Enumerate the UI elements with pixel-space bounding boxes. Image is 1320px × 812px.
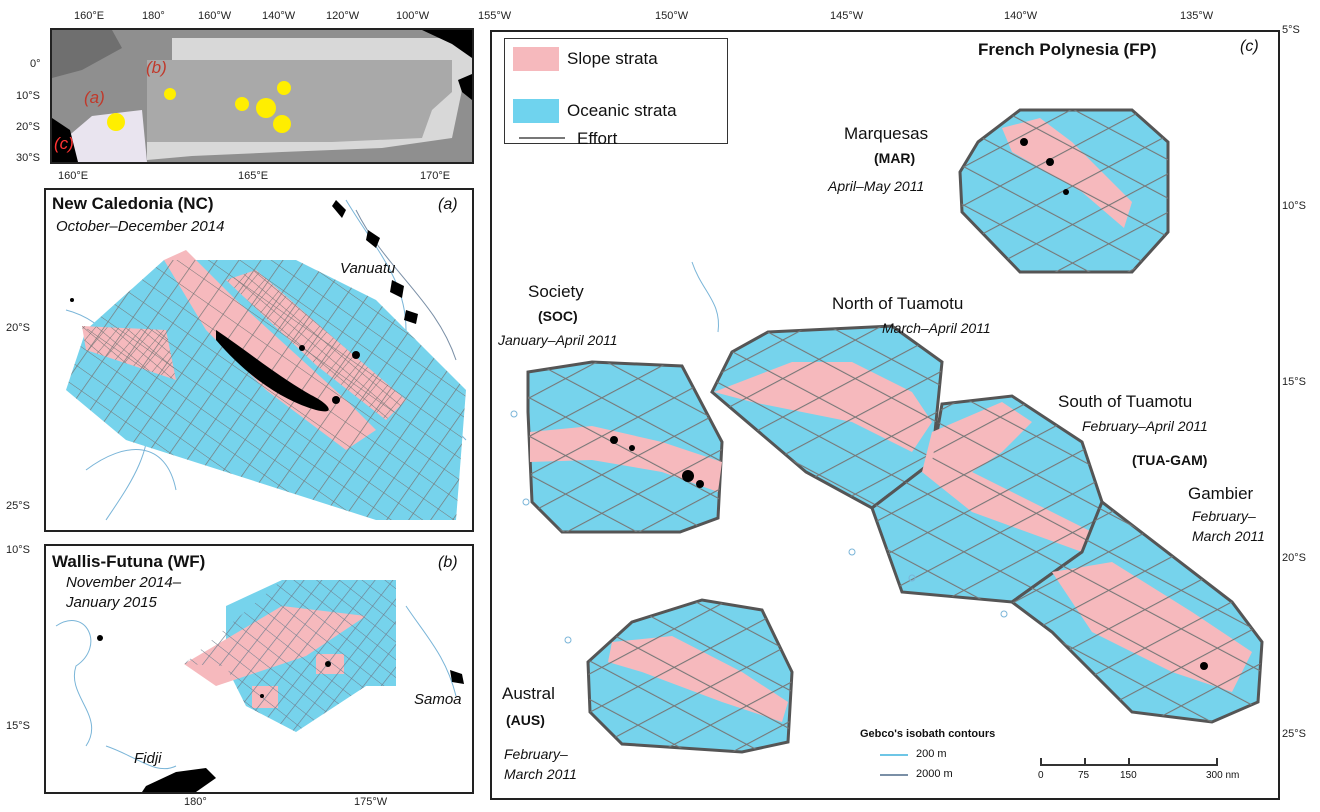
isobath-legend: Gebco's isobath contours 200 m 2000 m bbox=[856, 728, 1026, 788]
panel-c-lon-tick: 155°W bbox=[478, 10, 512, 22]
panel-c-lon-tick: 150°W bbox=[655, 10, 689, 22]
place-vanuatu: Vanuatu bbox=[340, 260, 396, 277]
panel-a-lat-tick: 25°S bbox=[6, 500, 30, 512]
panel-c-label: (c) bbox=[1240, 38, 1259, 55]
inset-lat-tick: 20°S bbox=[16, 121, 40, 133]
region-tuagam-code: (TUA-GAM) bbox=[1132, 452, 1208, 468]
panel-c-lat-tick: 25°S bbox=[1282, 728, 1306, 740]
inset-lat-tick: 0° bbox=[30, 58, 41, 70]
panel-c-lon-tick: 140°W bbox=[1004, 10, 1038, 22]
inset-lon-tick: 120°W bbox=[326, 10, 360, 22]
panel-a-lon-tick: 170°E bbox=[420, 170, 451, 182]
panel-b-title: Wallis-Futuna (WF) bbox=[52, 552, 206, 571]
region-marquesas-date: April–May 2011 bbox=[828, 178, 925, 194]
scale-bar: 0 75 150 300 nm bbox=[1038, 740, 1260, 781]
fp-map-graphic bbox=[510, 108, 1264, 754]
inset-lon-tick: 160°E bbox=[74, 10, 105, 22]
isobath-2000-label: 2000 m bbox=[916, 768, 953, 780]
inset-lon-tick: 140°W bbox=[262, 10, 296, 22]
region-society-code: (SOC) bbox=[538, 308, 578, 324]
panel-b-label: (b) bbox=[438, 554, 458, 571]
panel-a-date: October–December 2014 bbox=[56, 218, 225, 235]
panel-c-lon-tick: 135°W bbox=[1180, 10, 1214, 22]
region-stuamotu-date: February–April 2011 bbox=[1082, 418, 1208, 434]
overview-inset: 160°E 180° 160°W 140°W 120°W 100°W 0° 10… bbox=[0, 0, 490, 190]
region-society-date: January–April 2011 bbox=[498, 332, 618, 348]
oceanic-strata-swatch bbox=[513, 99, 559, 123]
scale-label-300: 300 nm bbox=[1206, 770, 1240, 781]
panel-a-lon-tick: 160°E bbox=[58, 170, 89, 182]
scale-label-75: 75 bbox=[1078, 770, 1090, 781]
scale-label-0: 0 bbox=[1038, 770, 1044, 781]
panel-b-date-line2: January 2015 bbox=[66, 594, 157, 611]
inset-label-b: (b) bbox=[146, 58, 167, 77]
wf-map-graphic bbox=[55, 580, 464, 792]
effort-label: Effort bbox=[577, 129, 618, 148]
panel-b-date-line1: November 2014– bbox=[66, 574, 182, 591]
panel-a-title: New Caledonia (NC) bbox=[52, 194, 214, 213]
nc-survey-highlight bbox=[107, 113, 125, 131]
panel-c-lat-tick: 5°S bbox=[1282, 24, 1300, 36]
panel-new-caledonia: New Caledonia (NC) October–December 2014… bbox=[44, 188, 474, 532]
place-samoa: Samoa bbox=[414, 691, 462, 708]
region-austral-date1: February– bbox=[504, 746, 568, 762]
region-austral-name: Austral bbox=[502, 684, 555, 703]
region-austral-code: (AUS) bbox=[506, 712, 545, 728]
slope-strata-label: Slope strata bbox=[567, 49, 658, 68]
effort-line-swatch bbox=[519, 137, 565, 139]
grande-terre-land bbox=[216, 330, 329, 412]
inset-lat-tick: 10°S bbox=[16, 90, 40, 102]
nc-map-graphic bbox=[65, 199, 467, 521]
panel-a-lon-tick: 165°E bbox=[238, 170, 269, 182]
panel-a-label: (a) bbox=[438, 196, 458, 213]
inset-lon-tick: 100°W bbox=[396, 10, 430, 22]
region-gambier-date1: February– bbox=[1192, 508, 1256, 524]
region-stuamotu-name: South of Tuamotu bbox=[1058, 392, 1193, 411]
inset-map-graphic bbox=[52, 30, 472, 162]
region-gambier-name: Gambier bbox=[1188, 484, 1254, 503]
isobath-2000-swatch bbox=[880, 774, 908, 776]
inset-lon-tick: 180° bbox=[142, 10, 165, 22]
panel-c-title: French Polynesia (FP) bbox=[978, 40, 1157, 59]
region-austral-date2: March 2011 bbox=[504, 766, 577, 782]
panel-a-lat-tick: 20°S bbox=[6, 322, 30, 334]
inset-label-c: (c) bbox=[54, 134, 74, 153]
panel-c-lat-tick: 20°S bbox=[1282, 552, 1306, 564]
inset-frame bbox=[50, 28, 474, 164]
region-society-name: Society bbox=[528, 282, 584, 301]
isobath-200-swatch bbox=[880, 754, 908, 756]
scale-label-150: 150 bbox=[1120, 770, 1137, 781]
panel-b-lat-tick: 10°S bbox=[6, 544, 30, 556]
region-marquesas-code: (MAR) bbox=[874, 150, 916, 166]
inset-lat-tick: 30°S bbox=[16, 152, 40, 164]
place-fidji: Fidji bbox=[134, 750, 162, 767]
region-marquesas-name: Marquesas bbox=[844, 124, 929, 143]
panel-b-lon-tick: 175°W bbox=[354, 796, 388, 808]
panel-b-lon-tick: 180° bbox=[184, 796, 207, 808]
isobath-title: Gebco's isobath contours bbox=[860, 728, 996, 740]
region-gambier-date2: March 2011 bbox=[1192, 528, 1265, 544]
inset-lon-tick: 160°W bbox=[198, 10, 232, 22]
panel-b-lat-tick: 15°S bbox=[6, 720, 30, 732]
inset-label-a: (a) bbox=[84, 88, 105, 107]
panel-c-lat-tick: 10°S bbox=[1282, 200, 1306, 212]
region-ntuamotu-date: March–April 2011 bbox=[882, 320, 991, 336]
isobath-200-label: 200 m bbox=[916, 748, 947, 760]
slope-strata-swatch bbox=[513, 47, 559, 71]
panel-wallis-futuna: Wallis-Futuna (WF) November 2014– Januar… bbox=[44, 544, 474, 794]
oceanic-strata-label: Oceanic strata bbox=[567, 101, 677, 120]
map-legend: Slope strata Oceanic strata Effort bbox=[504, 38, 728, 148]
panel-c-lon-tick: 145°W bbox=[830, 10, 864, 22]
panel-french-polynesia: French Polynesia (FP) (c) Slope strata O… bbox=[490, 30, 1280, 800]
region-ntuamotu-name: North of Tuamotu bbox=[832, 294, 964, 313]
panel-c-lat-tick: 15°S bbox=[1282, 376, 1306, 388]
